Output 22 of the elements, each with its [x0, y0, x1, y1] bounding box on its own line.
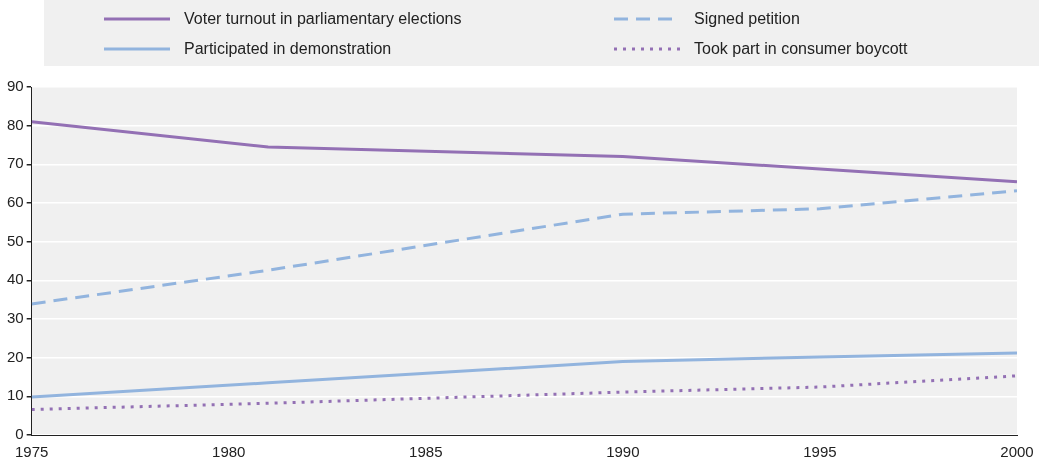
line-series	[31, 189, 1017, 306]
legend-label: Voter turnout in parliamentary elections	[184, 10, 462, 28]
y-tick-label: 20	[7, 347, 24, 365]
x-tick-label: 1980	[212, 443, 246, 461]
line-series	[31, 374, 1017, 411]
y-tick-label: 10	[7, 386, 24, 404]
y-tick-label: 30	[7, 309, 24, 327]
y-tick-label: 0	[15, 425, 24, 443]
legend-label: Signed petition	[694, 10, 800, 28]
x-tick-label: 1975	[15, 443, 49, 461]
x-tick-label: 1995	[803, 443, 837, 461]
y-tick-label: 60	[7, 193, 24, 211]
x-tick-label: 2000	[1000, 443, 1034, 461]
y-tick-label: 40	[7, 270, 24, 288]
legend-label: Took part in consumer boycott	[694, 40, 908, 58]
y-tick-label: 50	[7, 231, 24, 249]
x-tick-label: 1985	[409, 443, 443, 461]
x-tick-label: 1990	[606, 443, 640, 461]
y-tick-label: 90	[7, 77, 24, 95]
y-tick-label: 80	[7, 115, 24, 133]
legend-label: Participated in demonstration	[184, 40, 392, 58]
y-tick-label: 70	[7, 154, 24, 172]
